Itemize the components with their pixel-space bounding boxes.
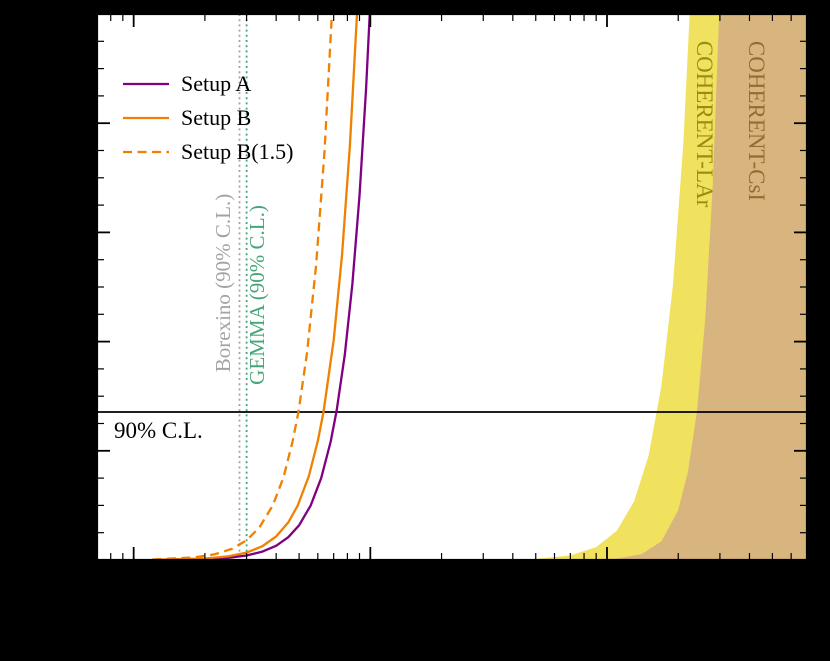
legend-label-setup-b15: Setup B(1.5) xyxy=(181,139,293,164)
legend-label-setup-b: Setup B xyxy=(181,105,251,130)
gemma-limit-label: GEMMA (90% C.L.) xyxy=(245,205,269,385)
region-label-coherent-csi: COHERENT-CsI xyxy=(744,41,769,201)
confidence-level-label: 90% C.L. xyxy=(114,418,203,443)
legend-item-setup-b15: Setup B(1.5) xyxy=(123,139,293,164)
legend-label-setup-a: Setup A xyxy=(181,71,251,96)
legend: Setup A Setup B Setup B(1.5) xyxy=(123,71,293,164)
legend-item-setup-a: Setup A xyxy=(123,71,251,96)
region-coherent-csi xyxy=(512,14,807,560)
region-label-coherent-lar: COHERENT-LAr xyxy=(692,41,717,208)
plot-frame xyxy=(95,12,809,562)
legend-item-setup-b: Setup B xyxy=(123,105,251,130)
curve-setup-b xyxy=(152,14,359,560)
curve-setup-a xyxy=(152,14,371,560)
borexino-limit-label: Borexino (90% C.L.) xyxy=(211,194,235,372)
